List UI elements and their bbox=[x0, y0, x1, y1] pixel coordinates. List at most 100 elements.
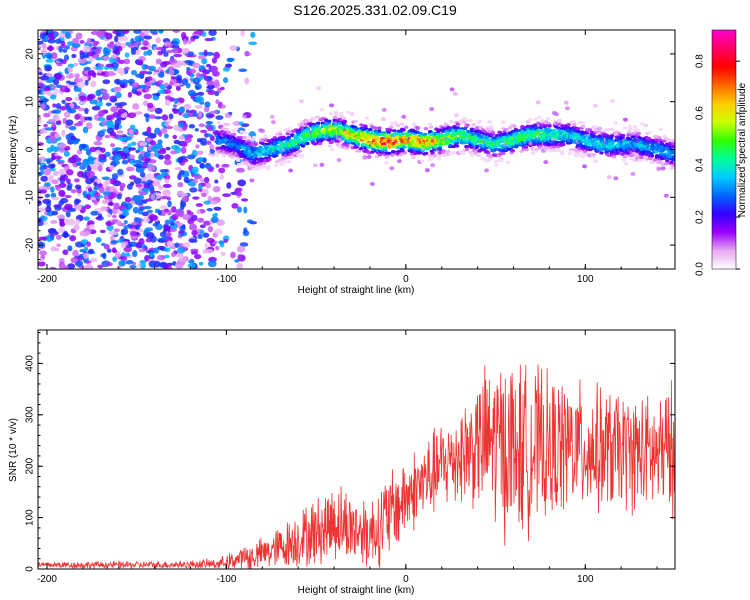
spectrogram-noise-cell bbox=[127, 112, 137, 119]
spectrogram-halo-cell bbox=[366, 154, 372, 159]
spectrogram-noise-cell bbox=[225, 63, 233, 68]
spectrogram-noise-cell bbox=[52, 78, 60, 86]
spectrogram-ridge-cell bbox=[623, 154, 628, 158]
spectrogram-halo-cell bbox=[622, 117, 628, 122]
spectrogram-noise-cell bbox=[107, 70, 115, 77]
spectrogram-noise-cell bbox=[66, 178, 71, 184]
spectrogram-ridge-cell bbox=[493, 147, 498, 152]
spectrogram-noise-cell bbox=[187, 263, 196, 269]
spectrogram-ridge-cell bbox=[483, 159, 489, 163]
spectrogram-noise-cell bbox=[95, 57, 103, 61]
spectrogram-ridge-cell bbox=[294, 145, 299, 149]
spectrogram-noise-cell bbox=[62, 48, 68, 53]
spectrogram-noise-cell bbox=[173, 139, 181, 145]
spectrogram-y-tick-label: 10 bbox=[25, 96, 36, 108]
spectrogram-noise-cell bbox=[195, 96, 205, 104]
spectrogram-noise-cell bbox=[38, 103, 41, 109]
spectrogram-noise-cell bbox=[236, 187, 243, 192]
spectrogram-noise-cell bbox=[58, 227, 66, 234]
spectrogram-noise-cell bbox=[129, 230, 137, 237]
spectrogram-noise-cell bbox=[57, 143, 67, 149]
spectrogram-noise-cell bbox=[134, 35, 143, 42]
spectrogram-noise-cell bbox=[86, 241, 91, 247]
colorbar-tick-label: 0.0 bbox=[695, 262, 706, 276]
spectrogram-ridge-cell bbox=[609, 134, 615, 138]
spectrogram-noise-cell bbox=[138, 206, 145, 211]
spectrogram-noise-cell bbox=[162, 189, 171, 197]
spectrogram-noise-cell bbox=[46, 237, 53, 242]
spectrogram-ridge-cell bbox=[231, 132, 237, 136]
spectrogram-ridge-cell bbox=[372, 126, 378, 130]
spectrogram-noise-cell bbox=[84, 204, 92, 210]
spectrogram-noise-cell bbox=[51, 179, 59, 185]
spectrogram-noise-cell bbox=[197, 91, 205, 96]
spectrogram-noise-cell bbox=[218, 240, 225, 245]
spectrogram-ridge-cell bbox=[358, 147, 364, 151]
spectrogram-noise-cell bbox=[236, 262, 243, 269]
spectrogram-noise-cell bbox=[55, 184, 61, 191]
spectrogram-ridge-cell bbox=[234, 127, 239, 131]
spectrogram-ridge-cell bbox=[393, 120, 398, 125]
spectrogram-noise-cell bbox=[72, 249, 79, 257]
spectrogram-noise-cell bbox=[115, 251, 121, 259]
spectrogram-noise-cell bbox=[38, 200, 42, 207]
spectrogram-ridge-cell bbox=[355, 136, 361, 140]
spectrogram-noise-cell bbox=[72, 37, 80, 44]
spectrogram-ridge-cell bbox=[275, 160, 280, 164]
spectrogram-x-axis-title: Height of straight line (km) bbox=[298, 285, 415, 296]
spectrogram-noise-cell bbox=[184, 60, 193, 64]
spectrogram-noise-cell bbox=[88, 248, 95, 254]
spectrogram-noise-cell bbox=[103, 50, 111, 56]
spectrogram-noise-cell bbox=[192, 196, 200, 200]
spectrogram-noise-cell bbox=[200, 129, 208, 134]
spectrogram-ridge-cell bbox=[441, 151, 446, 155]
spectrogram-noise-cell bbox=[55, 119, 62, 125]
spectrogram-noise-cell bbox=[78, 95, 87, 102]
spectrogram-noise-cell bbox=[188, 124, 196, 129]
spectrogram-noise-cell bbox=[63, 54, 70, 61]
spectrogram-noise-cell bbox=[168, 113, 174, 120]
spectrogram-noise-cell bbox=[101, 92, 110, 100]
spectrogram-noise-cell bbox=[143, 35, 153, 40]
spectrogram-noise-cell bbox=[106, 213, 112, 218]
spectrogram-noise-cell bbox=[97, 69, 102, 74]
spectrogram-noise-cell bbox=[166, 196, 171, 201]
spectrogram-noise-cell bbox=[148, 65, 157, 72]
colorbar-tick-label: 0.2 bbox=[695, 210, 706, 224]
spectrogram-noise-cell bbox=[43, 112, 51, 118]
spectrogram-noise-cell bbox=[47, 38, 56, 44]
spectrogram-ridge-cell bbox=[611, 155, 617, 159]
spectrogram-noise-cell bbox=[157, 210, 162, 216]
spectrogram-noise-cell bbox=[105, 63, 114, 68]
spectrogram-noise-cell bbox=[176, 247, 186, 254]
spectrogram-noise-cell bbox=[189, 187, 198, 193]
spectrogram-noise-cell bbox=[65, 31, 71, 39]
spectrogram-noise-cell bbox=[142, 40, 149, 46]
spectrogram-ridge-cell bbox=[671, 145, 675, 149]
spectrogram-noise-cell bbox=[177, 173, 182, 181]
spectrogram-noise-cell bbox=[128, 44, 133, 48]
spectrogram-noise-cell bbox=[124, 252, 131, 257]
spectrogram-noise-cell bbox=[152, 72, 159, 76]
spectrogram-noise-cell bbox=[153, 247, 160, 254]
spectrogram-noise-cell bbox=[150, 145, 158, 152]
spectrogram-noise-cell bbox=[146, 179, 153, 187]
spectrogram-noise-cell bbox=[45, 58, 54, 63]
spectrogram-ridge-cell bbox=[493, 159, 499, 164]
spectrogram-ridge-cell bbox=[226, 130, 231, 134]
spectrogram-noise-cell bbox=[141, 175, 147, 183]
spectrogram-ridge-cell bbox=[286, 135, 292, 139]
spectrogram-ridge-cell bbox=[647, 131, 652, 135]
spectrogram-ridge-cell bbox=[649, 154, 655, 158]
spectrogram-ridge-cell bbox=[245, 144, 250, 149]
spectrogram-noise-cell bbox=[205, 120, 213, 125]
spectrogram-ridge-cell bbox=[242, 135, 247, 140]
spectrogram-noise-cell bbox=[94, 192, 101, 198]
spectrogram-noise-cell bbox=[98, 213, 103, 219]
spectrogram-cells bbox=[38, 30, 675, 269]
spectrogram-noise-cell bbox=[186, 154, 196, 160]
spectrogram-noise-cell bbox=[196, 138, 203, 143]
spectrogram-x-tick-label: -100 bbox=[216, 274, 236, 285]
spectrogram-ridge-cell bbox=[429, 157, 434, 161]
spectrogram-noise-cell bbox=[133, 30, 142, 34]
